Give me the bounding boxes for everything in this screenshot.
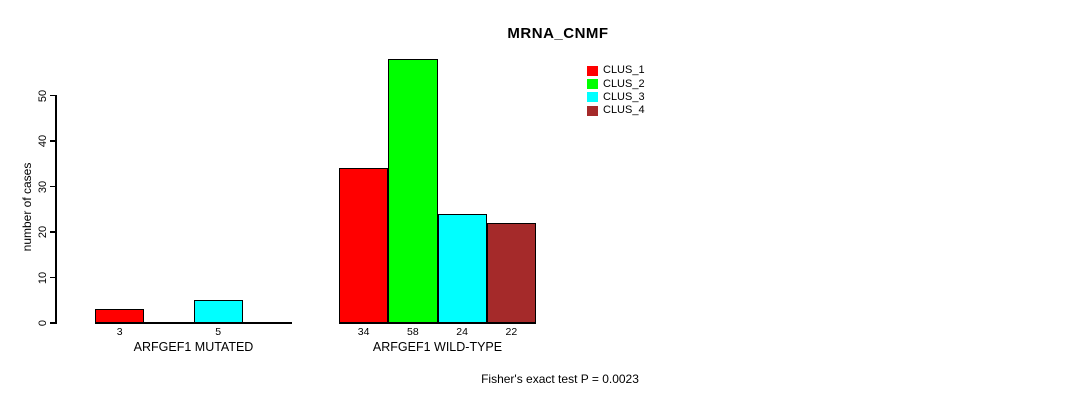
y-tick-mark — [49, 322, 56, 324]
bar-clus_1-group1 — [95, 309, 145, 323]
legend-label: CLUS_1 — [603, 64, 645, 77]
bar-clus_3-group1 — [193, 300, 243, 323]
legend-row: CLUS_1 — [587, 64, 645, 77]
group-label-wildtype: ARFGEF1 WILD-TYPE — [372, 340, 503, 354]
group-label-mutated: ARFGEF1 MUTATED — [133, 340, 254, 354]
bar-value-label: 5 — [215, 326, 222, 338]
y-tick-label: 40 — [37, 134, 49, 148]
legend-label: CLUS_4 — [603, 104, 645, 117]
y-axis-line — [55, 95, 57, 324]
y-tick-mark — [49, 94, 56, 97]
legend-label: CLUS_2 — [603, 77, 645, 90]
chart-title: MRNA_CNMF — [507, 25, 609, 42]
y-tick-mark — [49, 185, 56, 188]
bar-value-label: 22 — [505, 326, 518, 338]
legend-swatch-icon — [587, 79, 598, 90]
legend-swatch-icon — [587, 65, 598, 76]
y-tick-mark — [49, 140, 56, 142]
y-tick-label: 30 — [37, 180, 49, 193]
y-tick-mark — [49, 276, 56, 279]
y-tick-label: 10 — [37, 271, 49, 284]
bar-clus_1-group2 — [339, 168, 389, 323]
bar-clus_2-group2 — [388, 59, 438, 323]
fisher-test-note: Fisher's exact test P = 0.0023 — [481, 372, 639, 386]
y-tick-label: 50 — [37, 89, 49, 102]
legend-label: CLUS_3 — [603, 90, 645, 103]
bar-value-label: 24 — [456, 326, 468, 338]
legend-row: CLUS_2 — [587, 77, 645, 90]
legend: CLUS_1 CLUS_2 CLUS_3 CLUS_4 — [587, 64, 645, 118]
bar-clus_3-group2 — [437, 213, 487, 323]
legend-row: CLUS_4 — [587, 104, 645, 117]
y-axis-label: number of cases — [20, 162, 34, 252]
bar-value-label: 34 — [357, 326, 370, 338]
legend-row: CLUS_3 — [587, 91, 645, 104]
bar-value-label: 3 — [116, 326, 123, 338]
y-tick-label: 0 — [37, 319, 49, 327]
bar-clus_4-group2 — [486, 222, 536, 323]
legend-swatch-icon — [587, 105, 598, 116]
bar-value-label: 58 — [407, 326, 419, 338]
y-tick-mark — [49, 231, 56, 233]
legend-swatch-icon — [587, 92, 598, 103]
y-tick-label: 20 — [37, 225, 49, 239]
